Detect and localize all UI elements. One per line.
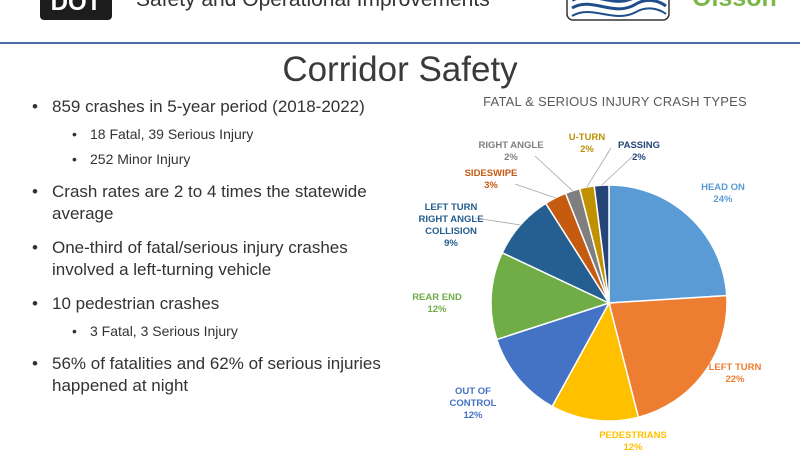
slice-label: LEFT TURN 22% (709, 362, 762, 385)
leader-line (586, 147, 612, 188)
bullet-text: 10 pedestrian crashes (52, 294, 220, 313)
header-title: Safety and Operational Improvements (136, 0, 490, 12)
sub-bullet: 252 Minor Injury (52, 149, 410, 169)
bullet-crash-total: 859 crashes in 5-year period (2018-2022)… (30, 96, 410, 169)
leader-line (474, 217, 521, 226)
header-divider (0, 42, 800, 44)
bullet-list: 859 crashes in 5-year period (2018-2022)… (30, 96, 410, 409)
agency-swirl-logo (566, 0, 670, 21)
bullet-left-turn: One-third of fatal/serious injury crashe… (30, 237, 410, 281)
leader-line (514, 183, 556, 199)
olsson-logo: Olsson (692, 0, 777, 13)
pie-slice-out-of-control (495, 301, 611, 408)
bullet-crash-rates: Crash rates are 2 to 4 times the statewi… (30, 181, 410, 225)
slice-label: PASSING 2% (618, 140, 660, 163)
pie-slice-left-turn (608, 294, 728, 419)
slice-label: SIDESWIPE 3% (465, 168, 518, 191)
pie-slice-head-on (608, 184, 728, 304)
page-title: Corridor Safety (282, 50, 518, 89)
slice-label: LEFT TURN RIGHT ANGLE COLLISION 9% (418, 202, 483, 249)
slice-label: REAR END 12% (412, 292, 462, 315)
slide-header: DOT Safety and Operational Improvements … (0, 0, 800, 42)
bullet-text: Crash rates are 2 to 4 times the statewi… (52, 182, 367, 223)
dot-logo: DOT (40, 0, 112, 20)
bullet-pedestrian: 10 pedestrian crashes 3 Fatal, 3 Serious… (30, 293, 410, 341)
crash-type-pie-chart: HEAD ON 24% LEFT TURN 22% PEDESTRIANS 12% OUT … (412, 132, 762, 450)
sub-bullet: 3 Fatal, 3 Serious Injury (52, 321, 410, 341)
bullet-night: 56% of fatalities and 62% of serious inj… (30, 353, 410, 397)
pie-slice-pedestrians (551, 300, 640, 422)
pie-slice-rear-end (490, 251, 612, 341)
bullet-text: One-third of fatal/serious injury crashe… (52, 238, 348, 279)
slice-label: HEAD ON 24% (701, 182, 745, 205)
chart-title: FATAL & SERIOUS INJURY CRASH TYPES (483, 94, 747, 109)
slice-label: RIGHT ANGLE 2% (478, 140, 543, 163)
slice-label: U-TURN 2% (569, 132, 606, 155)
sub-bullet: 18 Fatal, 39 Serious Injury (52, 124, 410, 144)
bullet-text: 859 crashes in 5-year period (2018-2022) (52, 97, 365, 116)
slice-label: PEDESTRIANS 12% (599, 430, 667, 450)
slice-label: OUT OF CONTROL 12% (450, 386, 497, 421)
leader-line (601, 155, 634, 186)
bullet-text: 56% of fatalities and 62% of serious inj… (52, 354, 381, 395)
leader-line (534, 155, 573, 192)
